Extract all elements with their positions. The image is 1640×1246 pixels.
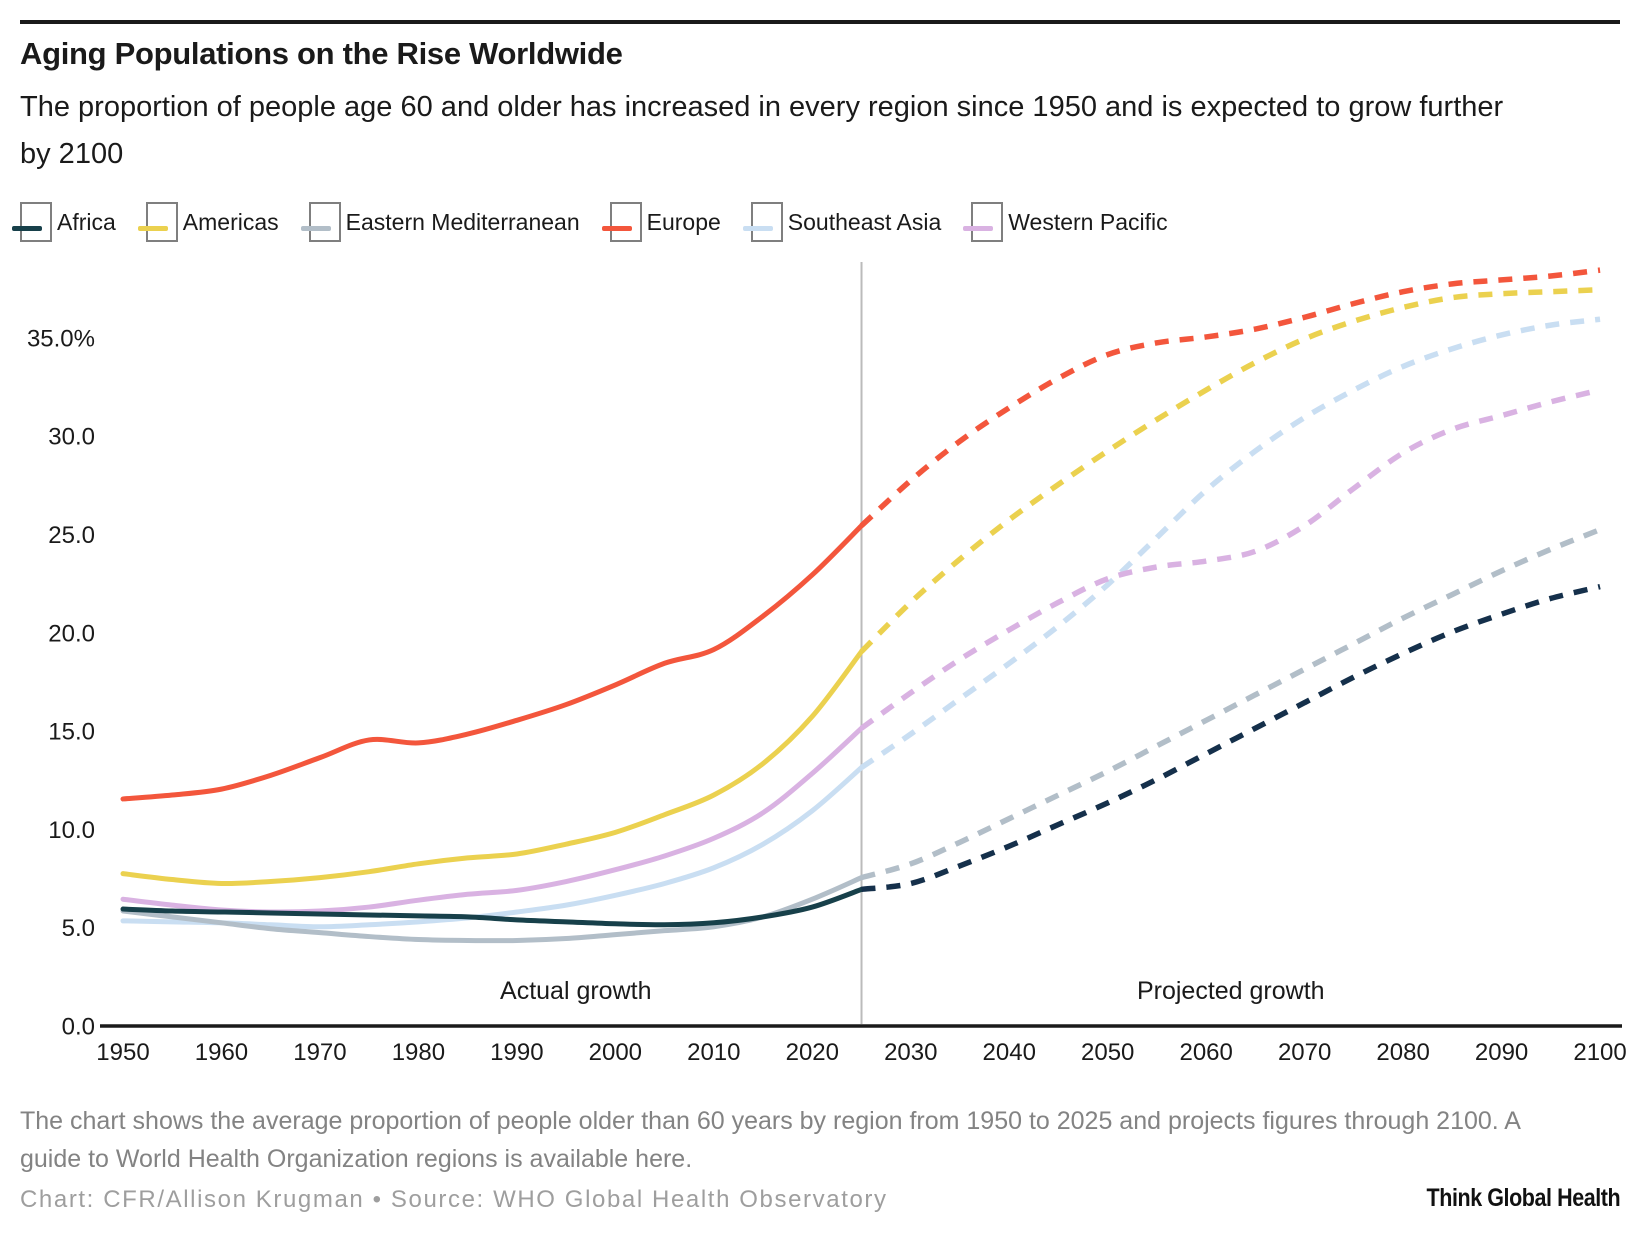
line-chart: 0.0 5.0 10.0 15.0 20.0 25.0 30.0 35.0% 1950 1960 1… [27,262,1627,1066]
x-tick-label: 2050 [1081,1039,1134,1066]
legend-line-icon [300,226,331,231]
series-actual-europe[interactable] [120,523,865,802]
legend-label: Western Pacific [1008,208,1168,235]
x-tick-label: 2040 [983,1039,1036,1066]
y-tick-label: 30.0 [48,424,95,451]
x-tick-label: 2090 [1475,1039,1528,1066]
x-tick-label: 2100 [1573,1039,1626,1066]
x-tick-label: 2020 [786,1039,839,1066]
legend-item-europe[interactable]: Europe [601,202,721,242]
x-tick-label: 1980 [392,1039,445,1066]
series-projected-europe[interactable] [859,267,1601,528]
y-tick-label: 10.0 [48,817,95,844]
legend-swatch-southeast-asia [742,202,783,242]
legend-item-southeast-asia[interactable]: Southeast Asia [742,202,942,242]
legend-swatch-americas [137,202,178,242]
legend-item-americas[interactable]: Americas [137,202,279,242]
legend-swatch-europe [601,202,642,242]
x-tick-label: 2030 [884,1039,937,1066]
legend-swatch-eastern-mediterranean [300,202,341,242]
x-tick-label: 1970 [293,1039,346,1066]
top-rule [20,20,1620,24]
legend-item-africa[interactable]: Africa [12,202,116,242]
legend-line-icon [601,226,632,231]
series-actual-southeast-asia[interactable] [120,764,865,930]
actual-growth-label: Actual growth [500,977,651,1005]
x-tick-label: 1960 [195,1039,248,1066]
legend-label: Eastern Mediterranean [345,208,580,235]
series-projected-eastern-mediterranean[interactable] [860,527,1602,881]
legend-label: Southeast Asia [787,208,942,235]
credit-line: Chart: CFR/Allison Krugman • Source: WHO… [20,1186,888,1213]
legend-line-icon [742,226,773,231]
series-projected-americas[interactable] [859,287,1601,654]
x-tick-label: 1950 [96,1039,149,1066]
series-projected-southeast-asia[interactable] [859,316,1601,770]
legend-line-icon [963,226,994,231]
x-tick-label: 2080 [1376,1039,1429,1066]
think-global-health-logo[interactable]: Think Global Health [1426,1184,1620,1212]
legend-label: Europe [646,208,721,235]
y-tick-label: 20.0 [48,620,95,647]
series-projected-africa[interactable] [861,583,1601,893]
y-tick-label: 35.0% [27,325,95,352]
legend-label: Americas [182,208,279,235]
x-tick-label: 1990 [490,1039,543,1066]
legend-swatch-africa [12,202,52,242]
x-tick-label: 2060 [1179,1039,1232,1066]
legend-label: Africa [57,208,116,235]
series-projected-western-pacific[interactable] [859,387,1601,731]
legend-line-icon [137,226,168,231]
chart-subtitle: The proportion of people age 60 and olde… [20,91,1504,170]
y-tick-label: 25.0 [48,522,95,549]
x-tick-label: 2070 [1278,1039,1331,1066]
legend: Africa Americas Eastern Mediterranean Europ… [12,202,1168,242]
series-actual-africa[interactable] [120,886,865,928]
legend-item-eastern-mediterranean[interactable]: Eastern Mediterranean [300,202,580,242]
legend-swatch-western-pacific [963,202,1004,242]
y-tick-label: 5.0 [62,915,95,942]
y-tick-label: 0.0 [62,1014,95,1041]
footer-note: The chart shows the average proportion o… [20,1107,1520,1173]
chart-title: Aging Populations on the Rise Worldwide [20,36,623,71]
x-tick-label: 2010 [687,1039,740,1066]
x-tick-label: 2000 [589,1039,642,1066]
legend-line-icon [12,226,42,231]
projected-growth-label: Projected growth [1137,977,1325,1005]
legend-item-western-pacific[interactable]: Western Pacific [963,202,1168,242]
series-actual-americas[interactable] [120,648,865,887]
y-tick-label: 15.0 [48,719,95,746]
